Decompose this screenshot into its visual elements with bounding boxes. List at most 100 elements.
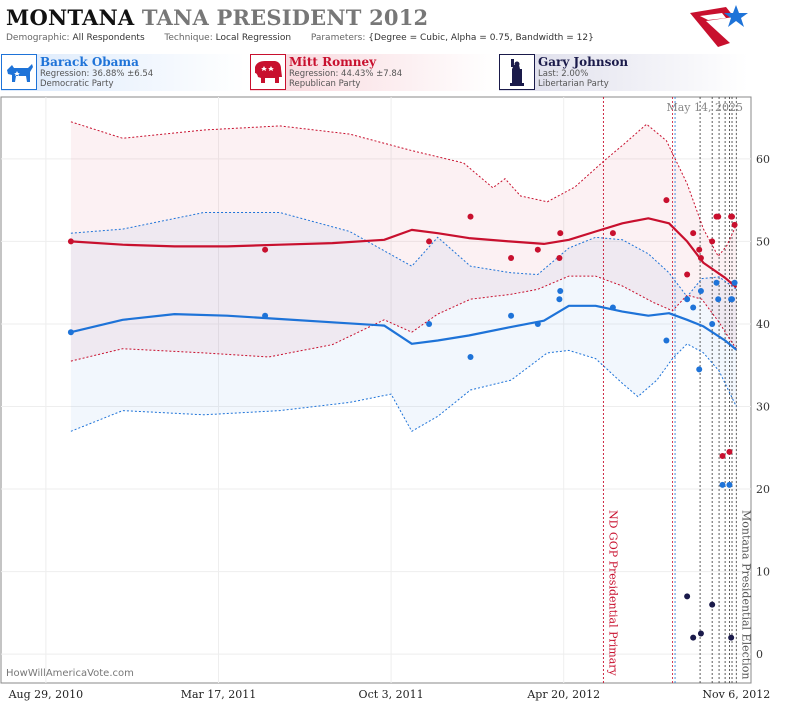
- poll-point: [731, 221, 738, 228]
- y-tick-label: 40: [756, 318, 770, 331]
- poll-point: [534, 246, 541, 253]
- x-tick-label: Apr 20, 2012: [526, 688, 600, 701]
- parameters-label: Parameters:: [310, 33, 366, 43]
- poll-point: [663, 337, 670, 344]
- band-lower-line: [70, 275, 737, 362]
- poll-point: [696, 366, 703, 373]
- event-label: Montana Presidential Election: [739, 510, 752, 679]
- candidate-name: Gary Johnson: [538, 55, 629, 69]
- poll-point: [534, 320, 541, 327]
- x-tick-label: Nov 6, 2012: [702, 688, 770, 701]
- poll-point: [426, 238, 433, 245]
- poll-point: [609, 230, 616, 237]
- poll-point: [690, 230, 697, 237]
- poll-point: [467, 213, 474, 220]
- candidate-party: Republican Party: [289, 79, 361, 89]
- poll-point: [697, 630, 704, 637]
- poll-point: [728, 634, 735, 641]
- poll-point: [508, 254, 515, 261]
- x-tick-label: Aug 29, 2010: [8, 688, 84, 701]
- demographic-value: All Respondents: [72, 33, 145, 43]
- candidate-johnson: Gary Johnson Last: 2.00% Libertarian Par…: [499, 54, 748, 91]
- candidate-romney: Mitt Romney Regression: 44.43% ±7.84 Rep…: [250, 54, 494, 91]
- poll-point: [697, 254, 704, 261]
- poll-point: [467, 353, 474, 360]
- poll-point: [684, 271, 691, 278]
- event-label: ND GOP Presidential Primary: [606, 510, 619, 677]
- poll-point: [262, 246, 269, 253]
- page-title: MONTANA TANA PRESIDENT 2012: [6, 5, 428, 30]
- statue-of-liberty-icon: [499, 54, 535, 90]
- poll-point: [715, 296, 722, 303]
- poll-point: [715, 213, 722, 220]
- candidate-name: Barack Obama: [40, 55, 139, 69]
- poll-point: [726, 481, 733, 488]
- trend-line: [70, 304, 737, 351]
- y-tick-label: 50: [756, 235, 770, 248]
- poll-point: [719, 481, 726, 488]
- poll-point: [684, 593, 691, 600]
- poll-point: [713, 279, 720, 286]
- date-label: May 14, 2025: [666, 101, 743, 114]
- poll-point: [709, 238, 716, 245]
- poll-point: [609, 304, 616, 311]
- candidate-stat: Last: 2.00%: [538, 69, 589, 79]
- poll-point: [731, 279, 738, 286]
- poll-point: [67, 329, 74, 336]
- y-tick-label: 20: [756, 483, 770, 496]
- poll-point: [690, 304, 697, 311]
- poll-point: [697, 287, 704, 294]
- poll-point: [557, 230, 564, 237]
- chart-header: MONTANA TANA PRESIDENT 2012 Demographic:…: [0, 0, 789, 52]
- title-state: MONTANA: [6, 5, 135, 30]
- poll-point: [726, 448, 733, 455]
- donkey-icon: [1, 54, 37, 90]
- y-tick-label: 10: [756, 566, 770, 579]
- plot-frame: [0, 96, 752, 684]
- parameters-value: {Degree = Cubic, Alpha = 0.75, Bandwidth…: [368, 33, 594, 43]
- poll-point: [709, 320, 716, 327]
- elephant-icon: [250, 54, 286, 90]
- poll-point: [684, 296, 691, 303]
- candidate-obama: Barack Obama Regression: 36.88% ±6.54 De…: [1, 54, 245, 91]
- site-credit: HowWillAmericaVote.com: [6, 668, 134, 679]
- candidate-stat: Regression: 44.43% ±7.84: [289, 69, 403, 79]
- y-tick-label: 60: [756, 153, 770, 166]
- poll-point: [729, 296, 736, 303]
- poll-point: [729, 213, 736, 220]
- poll-point: [557, 287, 564, 294]
- poll-point: [262, 312, 269, 319]
- y-tick-label: 0: [756, 648, 763, 661]
- site-logo-icon: [690, 5, 748, 47]
- title-subtitle: TANA PRESIDENT 2012: [141, 5, 429, 30]
- x-tick-label: Mar 17, 2011: [181, 688, 257, 701]
- confidence-band: [70, 121, 737, 362]
- candidate-name: Mitt Romney: [289, 55, 377, 69]
- demographic-label: Demographic:: [6, 33, 70, 43]
- technique-label: Technique:: [164, 33, 213, 43]
- plot-area: [67, 97, 738, 683]
- candidate-party: Democratic Party: [40, 79, 114, 89]
- poll-point: [67, 238, 74, 245]
- candidate-party: Libertarian Party: [538, 79, 609, 89]
- poll-point: [709, 601, 716, 608]
- y-tick-label: 30: [756, 401, 770, 414]
- poll-point: [556, 296, 563, 303]
- poll-point: [556, 254, 563, 261]
- candidate-legend: Barack Obama Regression: 36.88% ±6.54 De…: [0, 54, 749, 92]
- poll-point: [690, 634, 697, 641]
- band-upper-line: [70, 121, 737, 258]
- band-lower-line: [70, 343, 737, 432]
- trend-line: [70, 217, 738, 289]
- poll-point: [426, 320, 433, 327]
- candidate-stat: Regression: 36.88% ±6.54: [40, 69, 154, 79]
- parameters-line: Demographic: All Respondents Technique: …: [6, 33, 594, 43]
- poll-point: [663, 197, 670, 204]
- x-tick-label: Oct 3, 2011: [359, 688, 424, 701]
- poll-point: [719, 453, 726, 460]
- technique-value: Local Regression: [215, 33, 292, 43]
- confidence-band: [70, 212, 737, 432]
- poll-point: [508, 312, 515, 319]
- poll-point: [696, 246, 703, 253]
